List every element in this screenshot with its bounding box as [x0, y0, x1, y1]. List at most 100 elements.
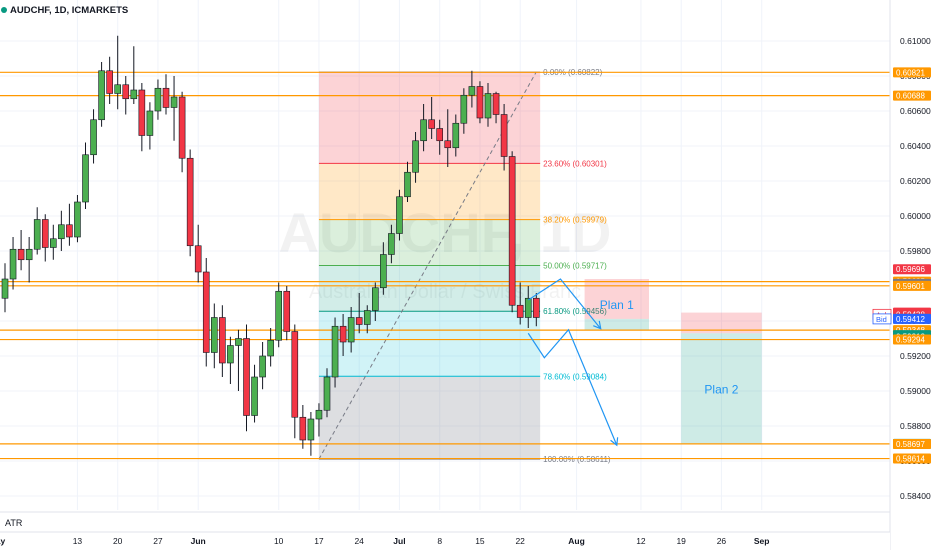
candle-bearish: [516, 282, 524, 325]
candle-body: [90, 119, 97, 156]
projection-path-1[interactable]: [527, 278, 602, 330]
candle-body: [122, 84, 130, 100]
candle-body: [412, 140, 419, 173]
candle-bullish: [90, 109, 97, 164]
candle-bearish: [299, 405, 307, 449]
candle-bearish: [202, 258, 210, 367]
candle-body: [146, 110, 154, 136]
price-tag: 0.60688: [893, 90, 931, 101]
candle-body: [186, 157, 194, 247]
candle-bullish: [114, 35, 121, 110]
plan-target-zone[interactable]: [584, 318, 649, 331]
candle-body: [516, 304, 524, 318]
candle-body: [106, 70, 113, 94]
price-tag-background: [893, 264, 931, 275]
watermark-text: AUDCHF, 1D: [279, 201, 612, 264]
candle-bearish: [122, 76, 130, 115]
time-tick-label: 20: [113, 536, 123, 546]
price-tag-badge-label: Bid: [876, 315, 887, 324]
trade-plans[interactable]: Plan 1 Plan 2: [584, 279, 762, 444]
candle-body: [202, 271, 210, 353]
fib-level-label: 61.80% (0.59456): [543, 307, 607, 316]
plan-stop-zone[interactable]: [681, 312, 762, 334]
candle-bullish: [420, 104, 427, 152]
candle-body: [468, 86, 476, 96]
price-tick-label: 0.60200: [900, 176, 931, 186]
candle-body: [235, 338, 242, 346]
candle-body: [138, 89, 146, 136]
price-tick-label: 0.59200: [900, 351, 931, 361]
candle-bullish: [259, 342, 266, 390]
candle-bearish: [186, 149, 194, 257]
candle-body: [194, 245, 202, 273]
candle-bearish: [476, 81, 484, 124]
fib-band: [318, 265, 541, 312]
fib-band: [318, 163, 541, 220]
candle-body: [339, 325, 347, 343]
candle-bullish: [227, 336, 234, 384]
candles: [1, 35, 540, 456]
candle-bullish: [452, 114, 460, 157]
candle-bullish: [9, 237, 17, 290]
fib-band: [318, 311, 541, 377]
candle-body: [130, 89, 138, 100]
candle-bearish: [106, 56, 113, 104]
candle-bullish: [33, 207, 41, 255]
candle-bullish: [468, 70, 476, 108]
candle-bullish: [251, 364, 258, 423]
horizontal-levels[interactable]: [0, 71, 890, 460]
arrow-head-icon: [593, 320, 602, 330]
fib-trend-line[interactable]: [318, 71, 537, 460]
arrow-head-icon: [610, 437, 619, 447]
candle-bullish: [146, 102, 154, 150]
candle-bullish: [82, 142, 89, 209]
fib-band: [318, 376, 541, 460]
time-tick-label: Aug: [568, 536, 585, 546]
plan-target-zone[interactable]: [681, 333, 762, 444]
time-axis[interactable]: May 13 20 27 Jun 10 17 24 Jul 8 15 22 Aug 12 19 26 Sep: [0, 531, 890, 550]
candle-bullish: [404, 161, 411, 202]
projection-path-2[interactable]: [527, 328, 618, 446]
candle-bearish: [355, 293, 363, 334]
candle-body: [9, 248, 17, 280]
fib-level-label: 38.20% (0.59979): [543, 216, 607, 225]
candle-body: [58, 224, 65, 240]
fibonacci-retracement[interactable]: 0.00% (0.60822)23.60% (0.60301)38.20% (0…: [318, 68, 611, 464]
price-tag-badge: [872, 313, 892, 325]
candle-bullish: [267, 328, 274, 367]
time-tick-label: Sep: [754, 536, 770, 546]
candle-body: [49, 238, 57, 248]
candle-body: [211, 317, 218, 353]
price-tick-label: 0.58800: [900, 421, 931, 431]
candle-body: [219, 317, 226, 364]
candle-body: [170, 96, 178, 108]
price-tag-background: [893, 439, 931, 450]
indicator-label: ATR: [5, 518, 23, 528]
projection-arrows[interactable]: [527, 278, 619, 447]
candle-body: [452, 122, 460, 149]
price-axis[interactable]: 0.610000.608000.606000.604000.602000.600…: [889, 0, 932, 550]
candle-body: [227, 345, 234, 364]
time-tick-label: 8: [437, 536, 442, 546]
candle-body: [380, 254, 387, 289]
status-dot: [1, 7, 7, 13]
candle-body: [259, 355, 266, 378]
candle-bullish: [331, 317, 339, 388]
candle-bullish: [49, 224, 57, 260]
price-tag: 0.58614: [893, 453, 931, 464]
candle-body: [307, 418, 315, 441]
candle-bearish: [492, 91, 500, 124]
price-tick-label: 0.58400: [900, 491, 931, 501]
candle-body: [291, 331, 299, 418]
price-tag-label: 0.59601: [896, 282, 925, 291]
candle-bearish: [243, 324, 250, 432]
time-tick-label: May: [0, 536, 5, 546]
candle-bullish: [25, 237, 33, 283]
candle-bearish: [500, 104, 508, 171]
time-tick-label: 27: [153, 536, 163, 546]
price-tag: 0.59696: [893, 264, 931, 275]
candle-bearish: [66, 203, 73, 246]
candle-bullish: [154, 79, 162, 120]
